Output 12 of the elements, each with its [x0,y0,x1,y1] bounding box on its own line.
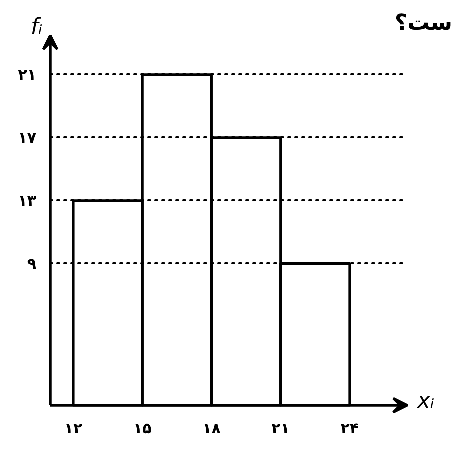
y-tick-label: ۹ [27,254,36,273]
y-axis-title: fᵢ [30,15,43,40]
x-tick-label: ۲۱ [272,420,290,438]
x-axis-title: xᵢ [416,389,435,414]
x-tick-label: ۱۵ [133,420,152,438]
y-tick-label: ۱۷ [18,128,36,147]
y-tick-label: ۱۳ [18,192,36,210]
x-tick-label: ۲۴ [340,420,360,438]
annotation: ست؟ [394,11,452,36]
x-tick-label: ۱۲ [64,420,83,438]
y-tick-label: ۲۱ [18,66,36,84]
x-tick-label: ۱۸ [202,420,221,438]
